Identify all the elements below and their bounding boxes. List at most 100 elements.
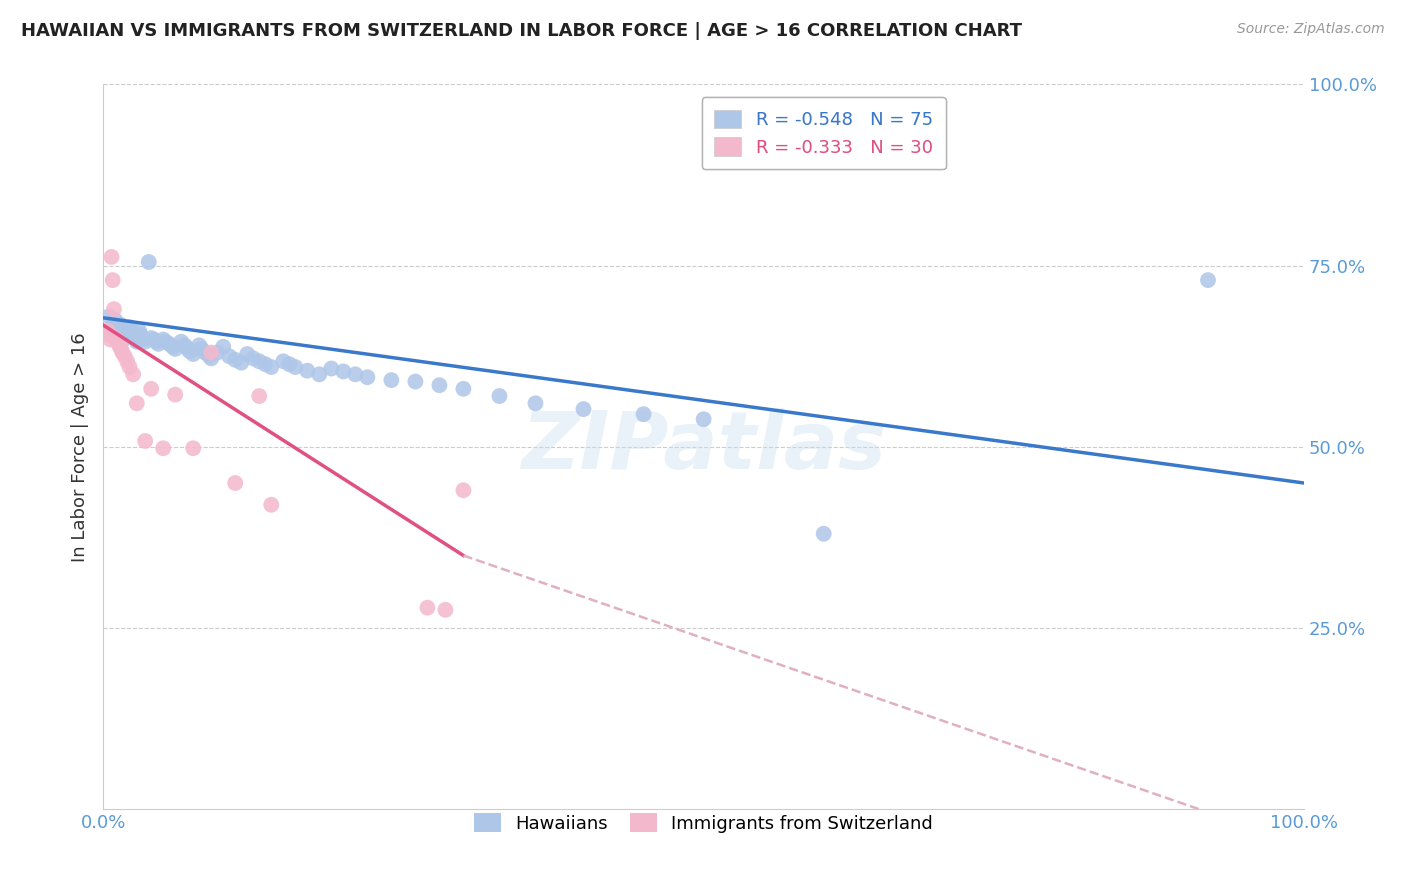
Point xyxy=(453,382,475,396)
Y-axis label: In Labor Force | Age > 16: In Labor Force | Age > 16 xyxy=(72,332,89,562)
Point xyxy=(104,313,127,327)
Point xyxy=(157,337,180,351)
Point xyxy=(176,341,198,355)
Point xyxy=(125,396,148,410)
Point xyxy=(98,327,121,342)
Point xyxy=(416,600,439,615)
Point xyxy=(813,526,835,541)
Point xyxy=(128,324,150,338)
Point xyxy=(242,351,264,366)
Point xyxy=(101,324,124,338)
Point xyxy=(118,360,141,375)
Point xyxy=(284,360,307,375)
Point xyxy=(434,603,457,617)
Point xyxy=(344,368,367,382)
Point xyxy=(260,360,283,375)
Point xyxy=(114,349,136,363)
Point xyxy=(142,333,165,347)
Point xyxy=(122,368,145,382)
Point xyxy=(194,345,217,359)
Point xyxy=(111,322,134,336)
Point xyxy=(308,368,330,382)
Point xyxy=(105,333,128,347)
Point xyxy=(107,337,129,351)
Point xyxy=(114,327,136,342)
Point xyxy=(429,378,451,392)
Point xyxy=(104,331,127,345)
Point xyxy=(165,342,187,356)
Point xyxy=(129,327,152,342)
Point xyxy=(200,351,222,366)
Point xyxy=(162,340,184,354)
Point xyxy=(254,357,277,371)
Point xyxy=(122,327,145,342)
Point xyxy=(218,349,240,363)
Text: Source: ZipAtlas.com: Source: ZipAtlas.com xyxy=(1237,22,1385,37)
Point xyxy=(103,302,125,317)
Point xyxy=(179,344,201,359)
Text: HAWAIIAN VS IMMIGRANTS FROM SWITZERLAND IN LABOR FORCE | AGE > 16 CORRELATION CH: HAWAIIAN VS IMMIGRANTS FROM SWITZERLAND … xyxy=(21,22,1022,40)
Point xyxy=(198,349,221,363)
Point xyxy=(110,342,132,356)
Point xyxy=(141,331,163,345)
Point xyxy=(107,331,129,345)
Point xyxy=(200,345,222,359)
Point xyxy=(247,354,270,368)
Point xyxy=(260,498,283,512)
Point xyxy=(152,442,174,456)
Point xyxy=(141,382,163,396)
Point xyxy=(212,340,235,354)
Point xyxy=(205,345,228,359)
Text: ZIPatlas: ZIPatlas xyxy=(522,408,886,486)
Point xyxy=(148,337,170,351)
Point xyxy=(97,324,120,338)
Point xyxy=(1197,273,1219,287)
Point xyxy=(278,357,301,371)
Point xyxy=(173,338,195,352)
Point xyxy=(190,342,212,356)
Point xyxy=(110,318,132,332)
Point xyxy=(145,334,167,349)
Point xyxy=(224,352,246,367)
Point xyxy=(134,334,156,349)
Point xyxy=(98,333,121,347)
Point xyxy=(100,320,122,334)
Point xyxy=(356,370,378,384)
Point xyxy=(380,373,402,387)
Point xyxy=(236,347,259,361)
Point xyxy=(247,389,270,403)
Point xyxy=(124,329,146,343)
Point xyxy=(107,324,129,338)
Point xyxy=(155,334,177,349)
Point xyxy=(112,326,135,340)
Point xyxy=(181,442,204,456)
Point xyxy=(321,361,343,376)
Point xyxy=(152,333,174,347)
Point xyxy=(138,255,160,269)
Point xyxy=(572,402,595,417)
Point xyxy=(132,333,155,347)
Point xyxy=(98,310,121,324)
Point xyxy=(120,324,142,338)
Point xyxy=(111,345,134,359)
Point xyxy=(115,331,138,345)
Point xyxy=(692,412,714,426)
Point xyxy=(125,334,148,349)
Point xyxy=(121,326,143,340)
Point xyxy=(488,389,510,403)
Point xyxy=(181,347,204,361)
Point xyxy=(124,333,146,347)
Point xyxy=(297,364,319,378)
Point xyxy=(165,387,187,401)
Point xyxy=(231,356,253,370)
Point xyxy=(101,273,124,287)
Point xyxy=(131,331,153,345)
Point xyxy=(188,338,211,352)
Point xyxy=(134,434,156,448)
Point xyxy=(115,324,138,338)
Point xyxy=(524,396,547,410)
Point xyxy=(453,483,475,498)
Point xyxy=(633,407,655,421)
Point xyxy=(108,340,131,354)
Point xyxy=(118,320,141,334)
